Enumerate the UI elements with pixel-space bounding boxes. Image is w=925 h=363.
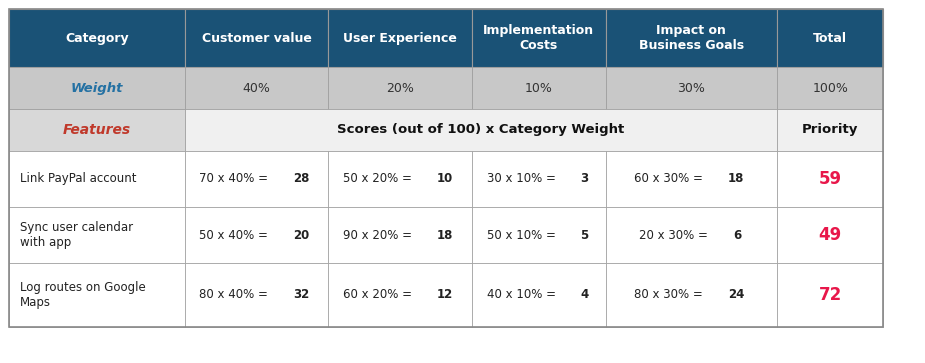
- Text: 30%: 30%: [677, 82, 706, 94]
- Bar: [606, 263, 777, 327]
- Bar: [185, 9, 328, 67]
- Bar: [9, 207, 185, 263]
- Bar: [606, 151, 777, 207]
- Bar: [328, 67, 472, 109]
- Text: 24: 24: [728, 289, 744, 301]
- Text: 40%: 40%: [242, 82, 271, 94]
- Bar: [777, 109, 883, 151]
- Text: Weight: Weight: [71, 82, 123, 94]
- Text: Link PayPal account: Link PayPal account: [20, 172, 137, 185]
- Bar: [9, 9, 883, 327]
- Bar: [328, 151, 472, 207]
- Text: User Experience: User Experience: [343, 32, 457, 45]
- Bar: [777, 151, 883, 207]
- Text: 100%: 100%: [812, 82, 848, 94]
- Bar: [9, 9, 185, 67]
- Bar: [777, 263, 883, 327]
- Text: 5: 5: [580, 229, 588, 241]
- Text: 18: 18: [437, 229, 453, 241]
- Bar: [472, 67, 606, 109]
- Bar: [606, 9, 777, 67]
- Text: 10: 10: [437, 172, 452, 185]
- Text: Implementation
Costs: Implementation Costs: [483, 24, 595, 52]
- Bar: [606, 67, 777, 109]
- Text: Sync user calendar
with app: Sync user calendar with app: [20, 221, 133, 249]
- Bar: [472, 207, 606, 263]
- Text: Impact on
Business Goals: Impact on Business Goals: [639, 24, 744, 52]
- Bar: [328, 9, 472, 67]
- Text: 10%: 10%: [524, 82, 553, 94]
- Bar: [9, 109, 185, 151]
- Text: 40 x 10% =: 40 x 10% =: [487, 289, 560, 301]
- Bar: [472, 263, 606, 327]
- Text: 70 x 40% =: 70 x 40% =: [199, 172, 272, 185]
- Bar: [9, 67, 185, 109]
- Text: 32: 32: [293, 289, 309, 301]
- Text: Customer value: Customer value: [202, 32, 312, 45]
- Text: 20 x 30% =: 20 x 30% =: [639, 229, 712, 241]
- Text: 80 x 30% =: 80 x 30% =: [635, 289, 707, 301]
- Text: 18: 18: [728, 172, 744, 185]
- Text: 60 x 20% =: 60 x 20% =: [342, 289, 415, 301]
- Text: Category: Category: [66, 32, 129, 45]
- Text: 72: 72: [819, 286, 842, 304]
- Text: 20%: 20%: [386, 82, 414, 94]
- Text: Features: Features: [63, 123, 131, 137]
- Text: 50 x 10% =: 50 x 10% =: [487, 229, 560, 241]
- Text: 6: 6: [733, 229, 741, 241]
- Bar: [9, 263, 185, 327]
- Bar: [185, 263, 328, 327]
- Bar: [777, 9, 883, 67]
- Text: 90 x 20% =: 90 x 20% =: [342, 229, 415, 241]
- Text: 50 x 40% =: 50 x 40% =: [200, 229, 272, 241]
- Bar: [777, 67, 883, 109]
- Text: Log routes on Google
Maps: Log routes on Google Maps: [20, 281, 146, 309]
- Text: 60 x 30% =: 60 x 30% =: [634, 172, 707, 185]
- Text: 4: 4: [580, 289, 588, 301]
- Bar: [777, 207, 883, 263]
- Bar: [606, 207, 777, 263]
- Text: Priority: Priority: [802, 123, 858, 136]
- Text: 3: 3: [580, 172, 588, 185]
- Text: 49: 49: [819, 226, 842, 244]
- Bar: [185, 109, 777, 151]
- Text: 20: 20: [293, 229, 309, 241]
- Text: 30 x 10% =: 30 x 10% =: [487, 172, 560, 185]
- Text: 28: 28: [293, 172, 310, 185]
- Bar: [328, 207, 472, 263]
- Text: 50 x 20% =: 50 x 20% =: [343, 172, 415, 185]
- Bar: [328, 263, 472, 327]
- Bar: [472, 9, 606, 67]
- Text: 80 x 40% =: 80 x 40% =: [200, 289, 272, 301]
- Bar: [185, 207, 328, 263]
- Text: 12: 12: [437, 289, 452, 301]
- Bar: [185, 67, 328, 109]
- Text: Total: Total: [813, 32, 847, 45]
- Bar: [472, 151, 606, 207]
- Text: 59: 59: [819, 170, 842, 188]
- Bar: [9, 151, 185, 207]
- Bar: [185, 151, 328, 207]
- Text: Scores (out of 100) x Category Weight: Scores (out of 100) x Category Weight: [338, 123, 624, 136]
